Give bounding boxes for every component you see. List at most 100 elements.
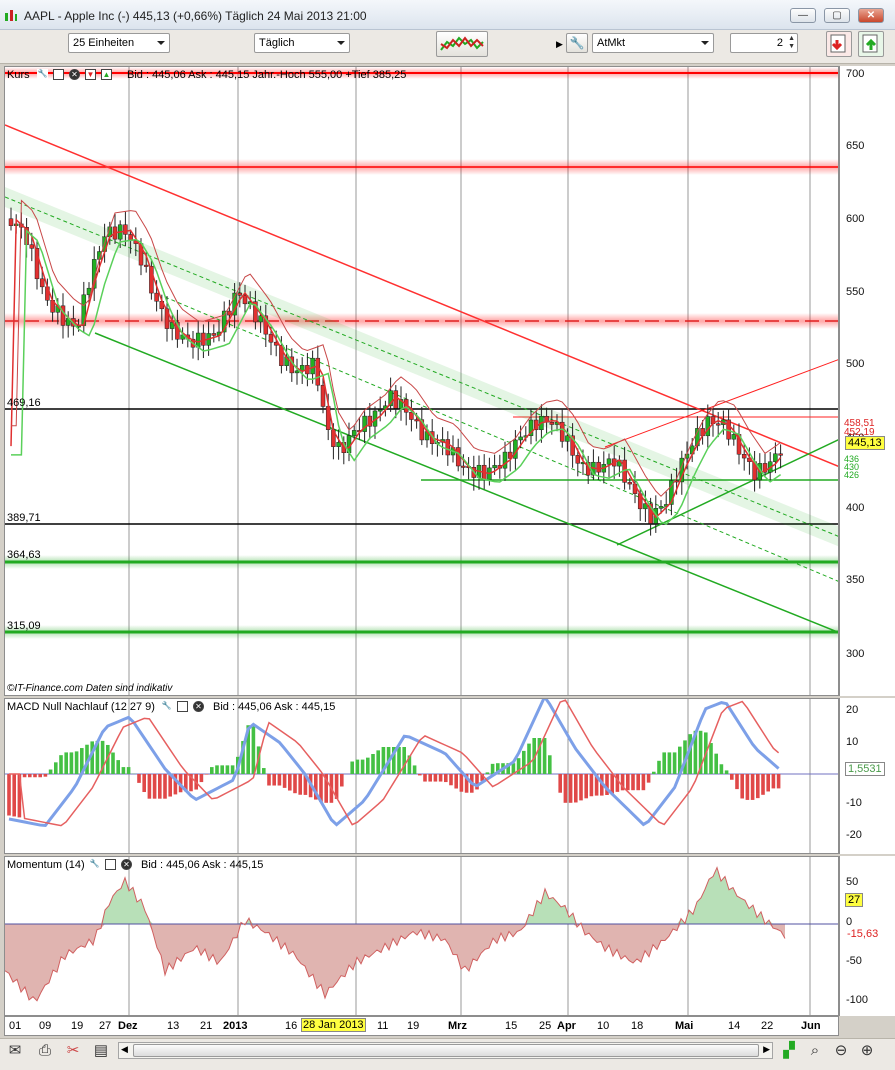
price-chart-panel[interactable]: Kurs 🔧 ✕ ▼ ▲ Bid : 445,06 Ask : 445,15 J… (4, 66, 839, 696)
macd-bar (433, 774, 438, 782)
macd-bar (672, 752, 677, 774)
momentum-panel[interactable]: Momentum (14) 🔧 ✕ Bid : 445,06 Ask : 445… (4, 856, 839, 1016)
macd-bar (100, 740, 105, 774)
sell-button[interactable] (826, 31, 852, 57)
chevron-down-icon (337, 41, 345, 45)
wrench-icon[interactable]: 🔧 (161, 701, 172, 712)
macd-bar (282, 774, 287, 788)
close-panel-icon[interactable]: ✕ (121, 859, 132, 870)
candle-body (596, 461, 601, 473)
macd-bar (12, 774, 16, 817)
macd-bar (189, 774, 193, 792)
date-label: 18 (631, 1020, 644, 1032)
indicator-button[interactable] (436, 31, 488, 57)
window-icon[interactable] (53, 69, 64, 80)
delete-drawing-icon[interactable]: ✂ (66, 1042, 80, 1059)
quantity-stepper[interactable]: 2 ▲ ▼ (730, 33, 798, 53)
candle-body (419, 419, 425, 441)
order-type-select[interactable]: AtMkt (592, 33, 714, 53)
close-panel-icon[interactable]: ✕ (69, 69, 80, 80)
period-select[interactable]: Täglich (254, 33, 350, 53)
maximize-button[interactable]: ▢ (824, 8, 850, 23)
macd-bar (589, 774, 594, 797)
wrench-icon[interactable]: 🔧 (37, 69, 48, 80)
date-label: 22 (761, 1020, 774, 1032)
uptrend-resistance-line[interactable] (604, 359, 839, 448)
scrollbar-thumb[interactable] (133, 1044, 759, 1057)
downtrend-resistance-line[interactable] (5, 124, 839, 467)
zoom-in-icon[interactable]: ⊕ (860, 1042, 874, 1059)
candle-body (627, 482, 633, 485)
momentum-value-label: -15,63 (845, 928, 881, 940)
window-icon[interactable] (105, 859, 116, 870)
wrench-icon[interactable]: 🔧 (89, 859, 100, 870)
macd-bar (397, 747, 401, 774)
last-price-badge: 445,13 (845, 436, 885, 450)
macd-bar (210, 767, 214, 774)
macd-bar (537, 738, 542, 774)
macd-bar (657, 760, 661, 774)
candle-body (549, 421, 555, 425)
macd-bar (574, 774, 578, 803)
date-label: Dez (118, 1020, 138, 1032)
price-chart (5, 67, 839, 695)
side-label: 452,19 (844, 427, 875, 438)
macd-bar (7, 774, 11, 816)
date-axis[interactable]: 01 09 19 27 Dez 13 21 2013 16 28 Jan 201… (4, 1016, 839, 1036)
macd-bar (485, 772, 490, 774)
macd-bar (615, 774, 620, 792)
expand-arrow-icon[interactable]: ▶ (556, 39, 563, 49)
date-label: 19 (71, 1020, 84, 1032)
macd-bar (241, 741, 245, 774)
order-type-value: AtMkt (597, 37, 626, 49)
move-down-icon[interactable]: ▼ (85, 69, 96, 80)
minimize-button[interactable]: — (790, 8, 816, 23)
units-select[interactable]: 25 Einheiten (68, 33, 170, 53)
date-label: 25 (539, 1020, 552, 1032)
macd-bar (64, 752, 68, 774)
macd-bar (563, 774, 568, 803)
clipboard-icon[interactable]: ▤ (93, 1042, 109, 1059)
print-icon[interactable]: ⎙ (38, 1042, 51, 1059)
scroll-right-icon[interactable]: ▶ (763, 1044, 770, 1054)
stepper-arrows-icon[interactable]: ▲ ▼ (788, 35, 795, 50)
email-icon[interactable]: ✉ (8, 1042, 22, 1059)
macd-bar (95, 740, 100, 774)
macd-line (8, 699, 780, 828)
downtrend-support-line[interactable] (94, 332, 839, 634)
uptrend-support-line[interactable] (616, 439, 839, 546)
horizontal-scrollbar[interactable]: ◀ ▶ (118, 1042, 773, 1059)
candle-body (715, 423, 721, 426)
close-button[interactable]: ✕ (858, 8, 884, 23)
candle-body (211, 333, 217, 336)
macd-bar (230, 765, 235, 774)
wrench-button[interactable]: 🔧 (566, 33, 588, 53)
scroll-left-icon[interactable]: ◀ (121, 1044, 128, 1054)
macd-bar (74, 751, 79, 774)
macd-panel[interactable]: MACD Null Nachlauf (12 27 9) 🔧 ✕ Bid : 4… (4, 698, 839, 854)
macd-bar (272, 774, 276, 786)
zoom-out-icon[interactable]: ⊖ (834, 1042, 848, 1059)
macd-bar (558, 774, 562, 793)
side-label: 436 (844, 454, 860, 464)
macd-bar (724, 770, 729, 774)
chart-type-icon[interactable]: ▞ (783, 1042, 795, 1059)
window-icon[interactable] (177, 701, 188, 712)
candle-body (154, 292, 159, 302)
zoom-fit-icon[interactable]: ⌕ (810, 1042, 820, 1059)
title-bar: AAPL - Apple Inc (-) 445,13 (+0,66%) Täg… (0, 0, 895, 30)
macd-bar (412, 765, 417, 774)
chevron-down-icon (157, 41, 165, 45)
candle-body (336, 442, 341, 447)
move-up-icon[interactable]: ▲ (101, 69, 112, 80)
axis-tick: 10 (846, 736, 859, 748)
units-select-value: 25 Einheiten (73, 37, 135, 49)
macd-bar (137, 774, 141, 783)
macd-bar (69, 752, 74, 774)
buy-button[interactable] (858, 31, 884, 57)
macd-bar (376, 750, 380, 774)
price-axis[interactable]: 700 650 600 550 500 450 400 350 300 458,… (839, 66, 895, 696)
close-panel-icon[interactable]: ✕ (193, 701, 204, 712)
candle-body (29, 244, 35, 249)
macd-axis[interactable]: 20 10 0 -10 -20 (839, 698, 895, 854)
